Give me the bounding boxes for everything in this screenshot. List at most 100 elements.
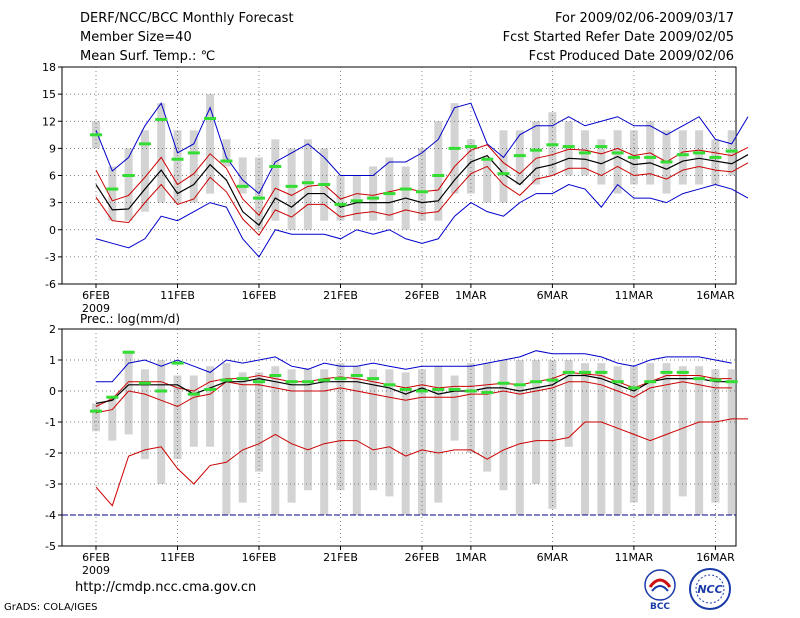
svg-text:BCC: BCC [650,602,670,612]
prec-range-box [303,369,312,491]
temp-range-box [369,166,378,221]
prec-ytick-label: 1 [49,354,56,367]
temp-range-box [434,121,443,221]
prec-range-box [695,366,704,515]
temp-range-box [385,157,394,221]
temp-ytick-label: -6 [45,278,56,291]
prec-range-box [157,360,166,484]
prec-min-line [95,418,748,507]
temp-range-box [303,139,312,230]
temp-ytick-label: 6 [49,170,56,183]
temp-range-box [418,148,426,221]
prec-xtick-label: 1MAR [455,551,487,564]
temp-ytick-label: 9 [49,142,56,155]
temp-range-box [597,139,606,185]
prec-range-box [336,363,345,491]
prec-xtick-year: 2009 [82,564,110,577]
source-url[interactable]: http://cmdp.ncc.cma.gov.cn [75,580,257,595]
prec-ytick-label: -4 [45,509,56,522]
prec-range-box [434,366,443,503]
prec-std-upper-line [95,371,732,407]
prec-range-box [581,363,589,515]
variable-label: Mean Surf. Temp.: ℃ [80,49,216,64]
prec-range-box [124,350,133,435]
ncc-logo: NCC [689,568,731,610]
temp-ytick-label: 0 [49,224,56,237]
temp-xtick-label: 6FEB [82,289,110,302]
temp-std-lower-line [95,162,749,236]
prec-max-line [96,350,732,383]
temp-xtick-label: 21FEB [323,289,358,302]
temp-range-box [466,139,475,194]
temp-range-box [173,130,182,203]
temp-range-box [483,157,492,203]
prec-xtick-label: 11FEB [160,551,195,564]
prec-range-box [418,369,426,515]
prec-xtick-label: 11MAR [615,551,654,564]
temp-range-box [271,139,280,221]
prec-ytick-label: -2 [45,447,56,460]
temp-ytick-label: 18 [42,61,56,74]
temp-range-box [678,130,687,185]
forecast-period: For 2009/02/06-2009/03/17 [555,11,734,26]
prec-ytick-label: -1 [45,416,56,429]
temp-range-box [336,175,345,221]
prec-ytick-label: 0 [49,385,56,398]
temp-range-box [108,166,117,221]
prec-range-box [369,369,378,491]
temp-xtick-year: 2009 [82,302,110,315]
prec-range-box [206,366,215,447]
temp-range-box [499,130,508,203]
temp-xtick-label: 6MAR [537,289,569,302]
prec-range-box [499,360,508,491]
prec-range-box [678,366,687,497]
prec-xtick-label: 6FEB [82,551,110,564]
member-size: Member Size=40 [80,30,192,45]
temp-xtick-label: 16MAR [696,289,735,302]
temp-range-box [124,148,133,221]
prec-xtick-label: 16MAR [696,551,735,564]
temp-ytick-label: 3 [49,197,56,210]
prec-std-lower-line [95,381,732,414]
prec-range-box [466,363,475,453]
prec-range-box [613,366,622,515]
temp-xtick-label: 11FEB [160,289,195,302]
temp-range-box [189,130,198,203]
prec-range-box [108,397,117,441]
prec-xtick-label: 26FEB [405,551,440,564]
temp-xtick-label: 26FEB [405,289,440,302]
prec-range-box [287,369,296,503]
prec-xtick-label: 16FEB [242,551,277,564]
prec-range-box [222,363,231,515]
prec-range-box [189,375,198,447]
prec-ytick-label: -5 [45,540,56,553]
temp-range-box [352,175,361,221]
temp-xtick-label: 16FEB [242,289,277,302]
prec-ytick-label: -3 [45,478,56,491]
temp-xtick-label: 1MAR [455,289,487,302]
precip-panel-title: Prec.: log(mm/d) [80,312,180,326]
temp-range-box [140,130,149,212]
forecast-title: DERF/NCC/BCC Monthly Forecast [80,11,294,26]
prec-range-box [401,372,410,515]
prec-mean-line [95,374,732,404]
fcst-started-date: Fcst Started Refer Date 2009/02/05 [502,30,734,45]
prec-range-box [483,363,492,472]
temp-xtick-label: 11MAR [615,289,654,302]
prec-range-box [711,369,720,503]
temp-range-box [222,139,231,167]
prec-range-box [515,360,524,515]
prec-range-box [662,363,671,515]
prec-range-box [238,372,247,503]
prec-range-box [271,366,280,515]
temp-ytick-label: 15 [42,88,56,101]
temp-mean-line [95,154,749,227]
prec-range-box [548,360,557,509]
temp-range-box [564,121,573,176]
prec-range-box [564,360,573,447]
temp-range-box [711,139,720,185]
prec-range-box [450,375,459,441]
